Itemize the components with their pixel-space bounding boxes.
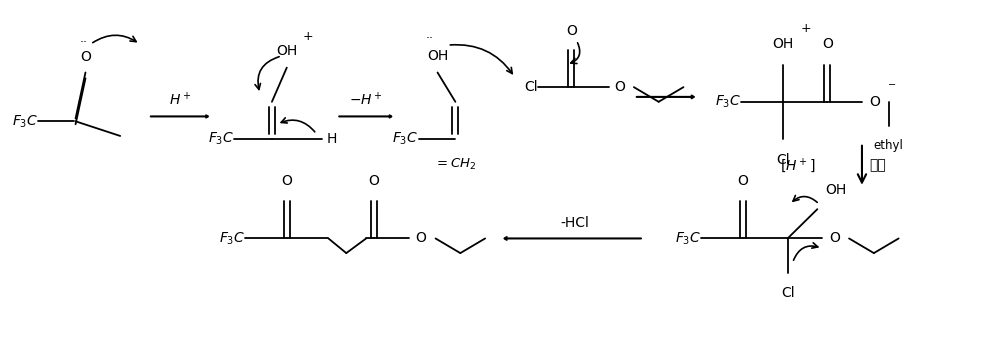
- Text: OH: OH: [772, 37, 793, 51]
- Text: $- H^+$: $- H^+$: [349, 91, 383, 108]
- Text: Cl: Cl: [524, 80, 538, 94]
- Text: $F_3C$: $F_3C$: [392, 131, 419, 147]
- Text: $=CH_2$: $=CH_2$: [434, 156, 477, 172]
- Text: O: O: [281, 174, 292, 188]
- Text: ··: ··: [426, 32, 434, 45]
- Text: O: O: [566, 25, 577, 38]
- Text: H: H: [326, 132, 337, 146]
- Text: $^-$: $^-$: [885, 81, 896, 95]
- Text: Cl: Cl: [781, 286, 794, 300]
- Text: Cl: Cl: [776, 153, 789, 167]
- Text: OH: OH: [825, 183, 847, 197]
- Text: -HCl: -HCl: [560, 216, 589, 230]
- Text: O: O: [738, 174, 748, 188]
- Text: O: O: [829, 231, 840, 245]
- Text: O: O: [822, 37, 833, 51]
- Text: O: O: [369, 174, 379, 188]
- Text: ethyl: ethyl: [874, 139, 904, 152]
- Text: O: O: [80, 50, 91, 64]
- Text: ··: ··: [80, 36, 88, 49]
- Text: $F_3C$: $F_3C$: [675, 230, 701, 247]
- Text: $F_3C$: $F_3C$: [12, 113, 38, 130]
- Text: O: O: [416, 231, 427, 245]
- Text: O: O: [614, 80, 625, 94]
- Text: +: +: [303, 30, 313, 43]
- Text: O: O: [869, 95, 880, 109]
- Text: 转移: 转移: [869, 158, 886, 172]
- Text: +: +: [800, 22, 811, 35]
- Text: $[H^+]$: $[H^+]$: [780, 156, 815, 175]
- Text: $F_3C$: $F_3C$: [208, 131, 234, 147]
- Text: $F_3C$: $F_3C$: [715, 93, 741, 110]
- Text: $F_3C$: $F_3C$: [219, 230, 245, 247]
- Text: OH: OH: [276, 44, 297, 58]
- Text: OH: OH: [427, 49, 448, 63]
- Text: $H^+$: $H^+$: [169, 91, 191, 108]
